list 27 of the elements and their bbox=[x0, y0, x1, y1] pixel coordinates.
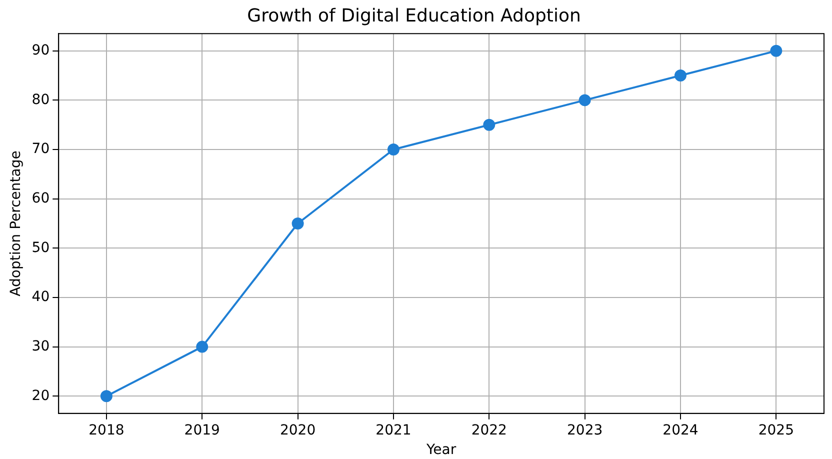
x-tick-label: 2020 bbox=[280, 422, 316, 438]
point bbox=[292, 218, 304, 230]
x-tick-label: 2018 bbox=[88, 422, 124, 438]
x-tick-label: 2019 bbox=[184, 422, 220, 438]
chart-title: Growth of Digital Education Adoption bbox=[247, 5, 581, 26]
point bbox=[770, 44, 782, 57]
y-tick-label: 40 bbox=[32, 289, 50, 306]
x-tick-label: 2023 bbox=[566, 422, 603, 438]
y-tick-label: 60 bbox=[32, 190, 50, 206]
y-tick-label: 50 bbox=[32, 240, 50, 256]
y-tick-label: 30 bbox=[32, 338, 50, 354]
x-axis-title: Year bbox=[425, 442, 456, 458]
point bbox=[483, 118, 496, 131]
point bbox=[196, 340, 208, 353]
x-tick-label: 2025 bbox=[758, 422, 794, 438]
point bbox=[387, 144, 400, 156]
x-tick-label: 2021 bbox=[376, 422, 412, 438]
y-tick-label: 90 bbox=[32, 42, 50, 59]
y-axis-title: Adoption Percentage bbox=[8, 150, 24, 296]
x-tick-label: 2024 bbox=[662, 422, 698, 438]
point bbox=[578, 94, 591, 106]
point bbox=[674, 70, 686, 82]
y-tick-label: 20 bbox=[32, 388, 50, 404]
point bbox=[100, 390, 112, 402]
y-tick-label: 80 bbox=[32, 92, 50, 108]
y-tick-label: 70 bbox=[32, 141, 50, 158]
x-tick-label: 2022 bbox=[471, 422, 507, 438]
